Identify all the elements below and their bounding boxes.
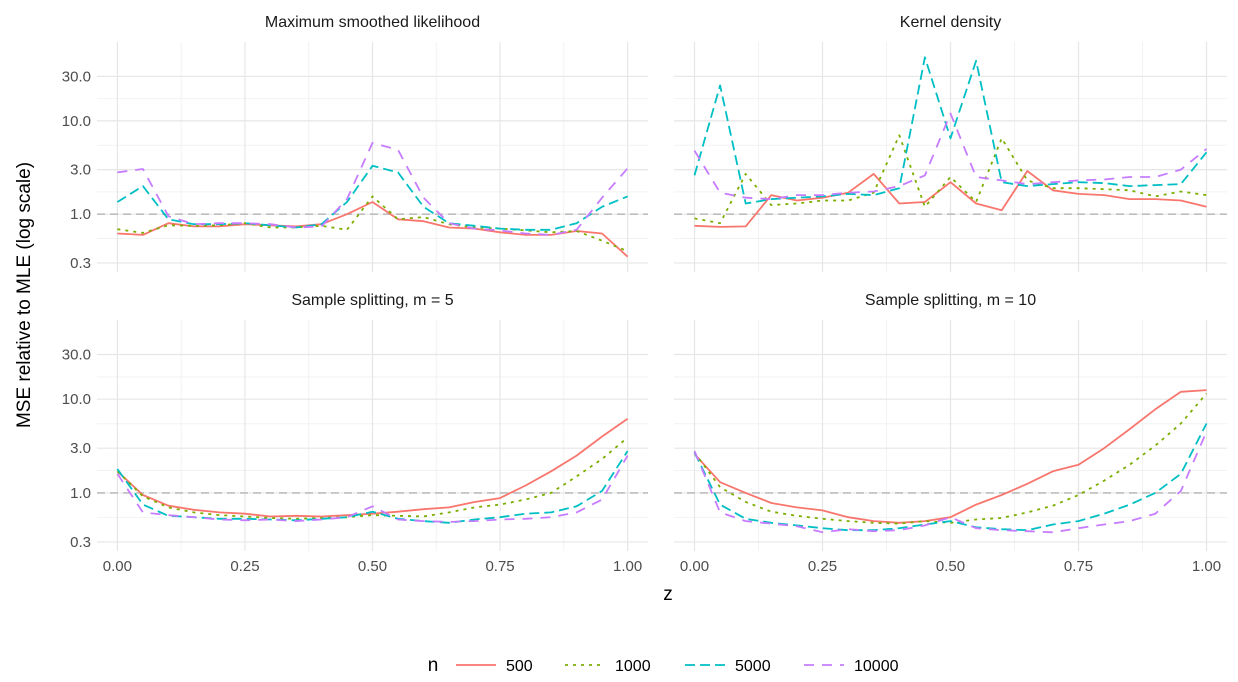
y-tick-label: 3.0	[70, 162, 91, 179]
panel-3: Sample splitting, m = 5 0.3 1.0 3.0 10.0 30.0…	[62, 292, 648, 575]
panel-title: Sample splitting, m = 10	[865, 292, 1036, 309]
legend-title: n	[428, 655, 439, 676]
series-line-1000	[693, 392, 1208, 525]
legend-label-10000: 10000	[854, 658, 899, 675]
panel-title: Kernel density	[900, 14, 1001, 31]
x-tick-label: 0.00	[103, 558, 132, 575]
x-tick-label: 0.25	[230, 558, 259, 575]
x-tick-label: 0.75	[485, 558, 514, 575]
y-tick-label: 3.0	[70, 440, 91, 457]
x-tick-label: 1.00	[613, 558, 642, 575]
series-line-1000	[117, 195, 628, 253]
y-tick-label: 10.0	[62, 113, 91, 130]
series-line-1000	[116, 436, 629, 520]
series-line-500	[116, 417, 629, 518]
series-line-10000	[117, 141, 629, 236]
y-tick-label: 0.3	[70, 255, 91, 272]
legend: n 500 1000 5000 10000	[428, 655, 899, 676]
panel-title: Sample splitting, m = 5	[291, 292, 453, 309]
legend-label-5000: 5000	[735, 658, 771, 675]
y-tick-label: 0.3	[70, 534, 91, 551]
y-tick-label: 1.0	[70, 485, 91, 502]
y-tick-label: 30.0	[62, 346, 91, 363]
panel-1: Maximum smoothed likelihood 0.3 1.0 3.0 10.0…	[62, 14, 648, 272]
x-tick-label: 0.50	[936, 558, 965, 575]
series-line-5000	[116, 450, 629, 524]
legend-label-1000: 1000	[615, 658, 651, 675]
x-tick-label: 1.00	[1192, 558, 1221, 575]
series-line-10000	[693, 112, 1208, 201]
y-tick-label: 30.0	[62, 68, 91, 85]
series-line-10000	[116, 455, 629, 523]
x-tick-label: 0.75	[1064, 558, 1093, 575]
x-tick-label: 0.25	[808, 558, 837, 575]
x-axis-title: z	[663, 584, 673, 605]
panels: Maximum smoothed likelihood 0.3 1.0 3.0 10.0…	[62, 14, 1227, 575]
legend-label-500: 500	[506, 658, 533, 675]
y-axis-title: MSE relative to MLE (log scale)	[14, 162, 35, 428]
panel-title: Maximum smoothed likelihood	[265, 14, 480, 31]
x-tick-label: 0.50	[358, 558, 387, 575]
x-tick-label: 0.00	[680, 558, 709, 575]
series-line-500	[693, 389, 1207, 524]
y-tick-label: 10.0	[62, 391, 91, 408]
panel-4: Sample splitting, m = 10 0.00 0.25 0.50 0.75…	[674, 292, 1227, 575]
y-tick-label: 1.0	[70, 206, 91, 223]
series-line-10000	[693, 431, 1208, 534]
panel-2: Kernel density	[674, 14, 1227, 272]
series-line-1000	[694, 134, 1207, 225]
